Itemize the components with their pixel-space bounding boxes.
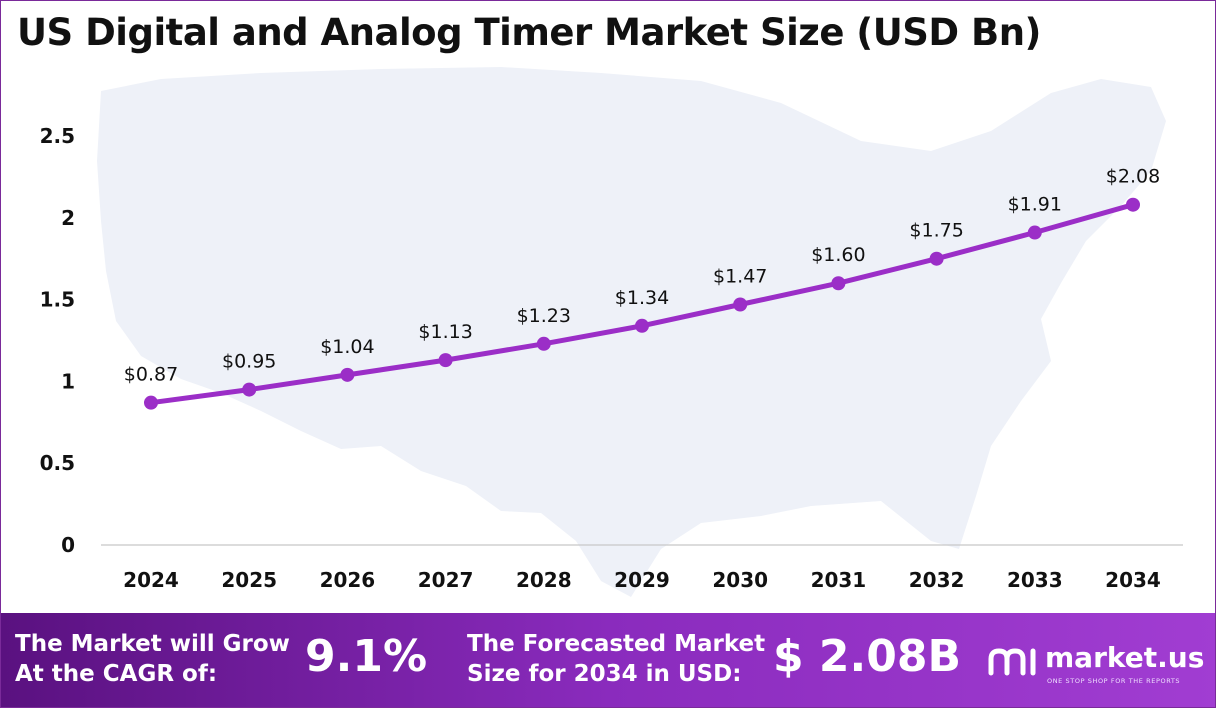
data-label: $1.23 [517,305,571,327]
data-label: $0.87 [124,364,178,386]
cagr-label: The Market will Grow At the CAGR of: [15,629,290,689]
data-label: $0.95 [222,351,276,373]
data-label: $1.04 [320,336,374,358]
y-tick-label: 0 [61,533,75,557]
y-tick-label: 0.5 [40,451,75,475]
y-tick-label: 2.5 [40,124,75,148]
data-point [733,297,748,312]
data-label: $1.34 [615,287,669,309]
footer-banner: The Market will Grow At the CAGR of: 9.1… [1,613,1215,707]
data-point [1027,225,1042,240]
x-axis-ticks: 2024 2025 2026 2027 2028 2029 2030 2031 2032 2033… [123,568,1161,592]
y-tick-label: 1.5 [40,288,75,312]
forecast-label-line2: Size for 2034 in USD: [467,661,742,687]
forecast-value: $ 2.08B [773,631,962,682]
cagr-label-line2: At the CAGR of: [15,661,218,687]
x-tick-label: 2028 [516,568,572,592]
data-point [536,336,551,351]
chart-title: US Digital and Analog Timer Market Size … [17,11,1041,54]
x-tick-label: 2025 [221,568,277,592]
data-label: $1.60 [811,244,865,266]
y-tick-label: 1 [61,369,75,393]
x-tick-label: 2034 [1105,568,1161,592]
cagr-value: 9.1% [305,631,428,682]
cagr-label-line1: The Market will Grow [15,631,290,657]
map-shape [97,67,1166,597]
data-point [929,251,944,266]
data-point [831,276,846,291]
y-axis-ticks: 0 0.5 1 1.5 2 2.5 [40,124,75,557]
x-tick-label: 2027 [418,568,474,592]
data-label: $2.08 [1106,166,1160,188]
data-point [1126,197,1140,212]
x-tick-label: 2032 [909,568,965,592]
logo-name: market.us [1045,641,1205,674]
market-us-logo-icon [988,648,1036,676]
us-map-background [97,67,1166,597]
market-us-logo[interactable]: market.us ONE STOP SHOP FOR THE REPORTS [985,641,1205,691]
data-labels: $0.87 $0.95 $1.04 $1.13 $1.23 $1.34 $1.47 $1.60… [124,166,1160,386]
data-points [144,197,1140,410]
x-tick-label: 2031 [811,568,867,592]
forecast-label-line1: The Forecasted Market [467,631,766,657]
forecast-label: The Forecasted Market Size for 2034 in U… [467,629,765,689]
y-tick-label: 2 [61,206,75,230]
data-point [438,353,453,368]
data-label: $1.13 [418,321,472,343]
data-label: $1.47 [713,266,767,288]
x-tick-label: 2024 [123,568,179,592]
data-point [635,318,649,333]
logo-tagline: ONE STOP SHOP FOR THE REPORTS [1047,677,1181,685]
x-tick-label: 2030 [712,568,768,592]
x-tick-label: 2029 [614,568,670,592]
data-point [340,367,355,382]
data-label: $1.75 [909,220,963,242]
data-point [144,395,158,410]
data-point [242,382,257,397]
chart-area: 0 0.5 1 1.5 2 2.5 2024 2025 2026 2027 2028 2029 203… [40,67,1183,597]
x-tick-label: 2026 [320,568,376,592]
x-tick-label: 2033 [1007,568,1063,592]
data-label: $1.91 [1008,194,1062,216]
